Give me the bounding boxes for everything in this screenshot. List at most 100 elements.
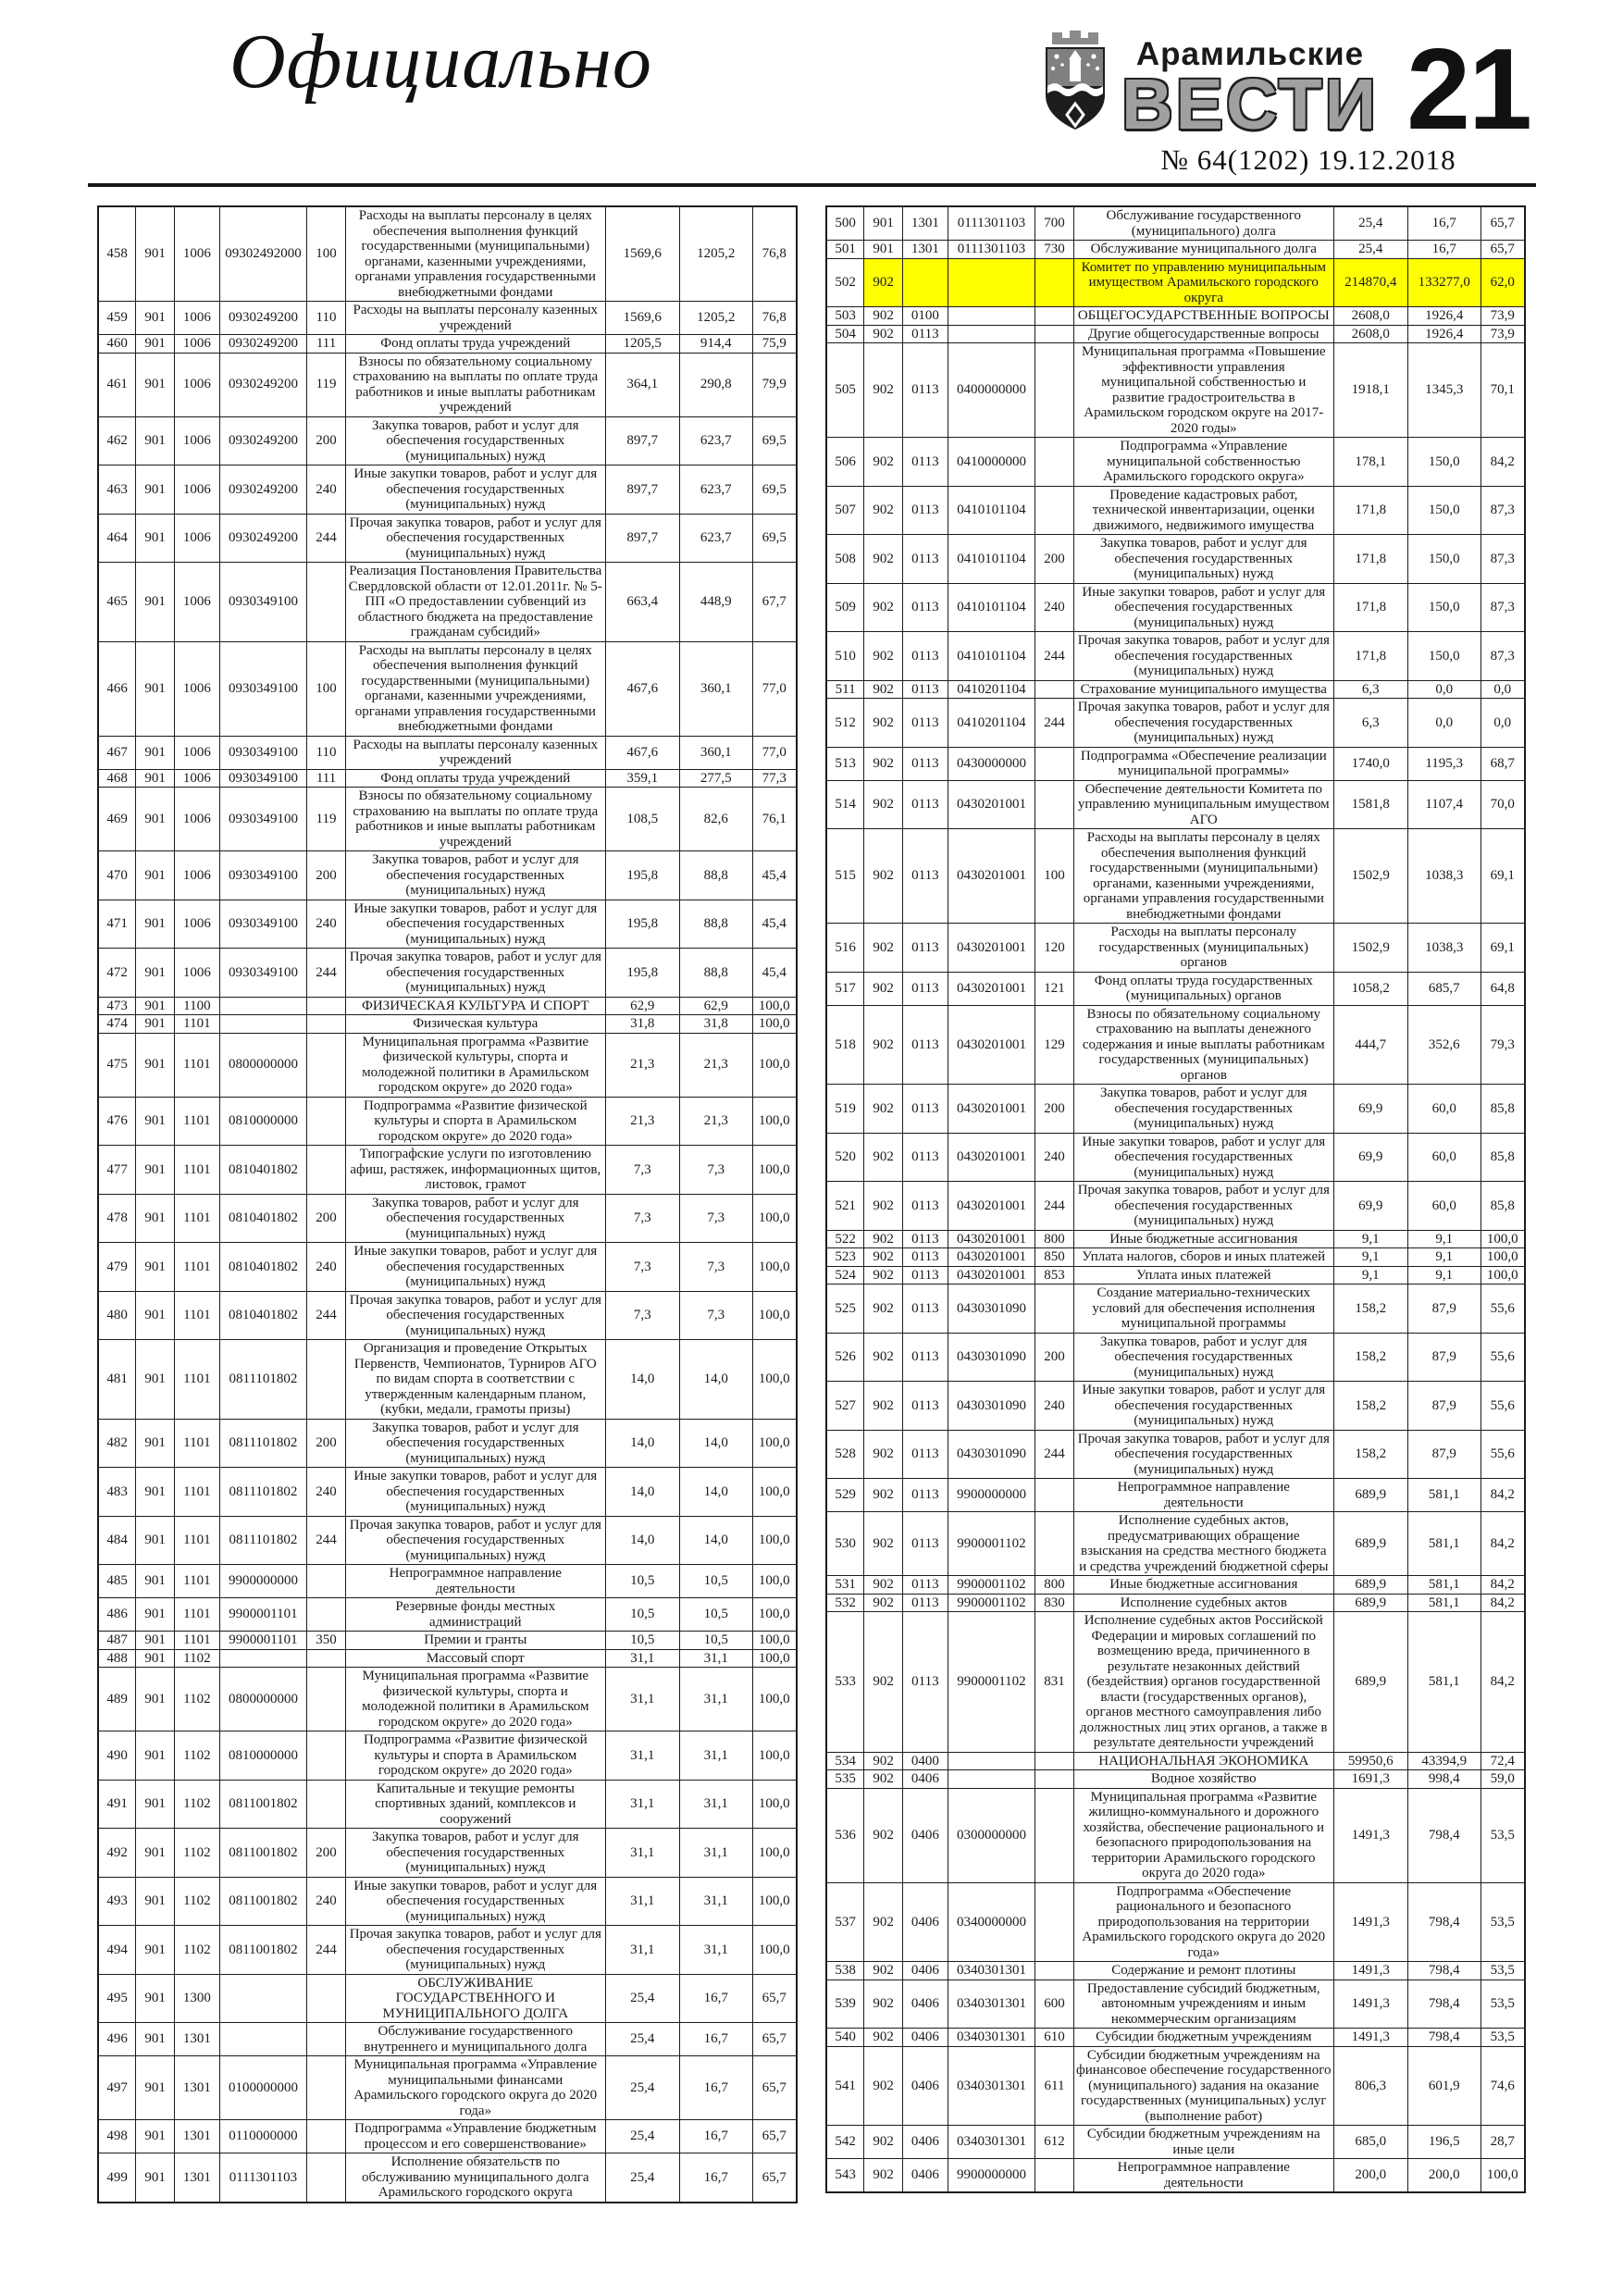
target-article-code: 0430301090 bbox=[947, 1381, 1036, 1431]
table-row: 529 902 0113 9900000000 Непрограммное направ… bbox=[825, 1478, 1526, 1512]
expense-name: Закупка товаров, работ и услуг для обесп… bbox=[344, 850, 606, 900]
expense-type-code bbox=[306, 1731, 346, 1781]
expense-type-code bbox=[1035, 2158, 1074, 2193]
executed-amount: 1926,4 bbox=[1406, 324, 1481, 343]
expense-name: ОБСЛУЖИВАНИЕ ГОСУДАРСТВЕННОГО И МУНИЦИПА… bbox=[344, 1973, 606, 2023]
expense-type-code: 800 bbox=[1035, 1229, 1074, 1248]
execution-percent: 55,6 bbox=[1480, 1332, 1526, 1382]
target-article-code: 0930249200 bbox=[218, 334, 308, 354]
grbs-code: 902 bbox=[863, 2045, 903, 2126]
row-number: 485 bbox=[97, 1564, 137, 1598]
target-article-code bbox=[218, 1014, 308, 1034]
table-row: 511 902 0113 0410201104 Страхование муниципа… bbox=[825, 679, 1526, 699]
expense-name: Муниципальная программа «Развитие физиче… bbox=[344, 1032, 606, 1098]
table-row: 521 902 0113 0430201001 244 Прочая закупка то… bbox=[825, 1181, 1526, 1231]
executed-amount: 14,0 bbox=[678, 1467, 753, 1517]
planned-amount: 14,0 bbox=[604, 1339, 680, 1420]
expense-type-code bbox=[306, 1667, 346, 1731]
expense-name: Исполнение обязательств по обслуживанию … bbox=[344, 2153, 606, 2203]
row-number: 491 bbox=[97, 1779, 137, 1829]
planned-amount: 1491,3 bbox=[1332, 2028, 1408, 2047]
grbs-code: 902 bbox=[863, 1381, 903, 1431]
execution-percent: 100,0 bbox=[751, 1828, 798, 1878]
target-article-code: 0410101104 bbox=[947, 582, 1036, 632]
planned-amount: 689,9 bbox=[1332, 1478, 1408, 1512]
planned-amount: 1491,3 bbox=[1332, 1961, 1408, 1980]
expense-name: Иные бюджетные ассигнования bbox=[1072, 1229, 1334, 1248]
planned-amount: 195,8 bbox=[604, 948, 680, 998]
table-row: 463 901 1006 0930249200 240 Иные закупки това… bbox=[97, 465, 798, 515]
executed-amount: 200,0 bbox=[1406, 2158, 1481, 2193]
execution-percent: 100,0 bbox=[1480, 1247, 1526, 1267]
expense-type-code: 200 bbox=[306, 1828, 346, 1878]
expense-name: Расходы на выплаты персоналу казенных уч… bbox=[344, 735, 606, 770]
planned-amount: 21,3 bbox=[604, 1096, 680, 1146]
row-number: 488 bbox=[97, 1648, 137, 1668]
executed-amount: 16,7 bbox=[678, 1973, 753, 2023]
expense-name: Исполнение судебных актов bbox=[1072, 1593, 1334, 1612]
target-article-code: 0430201001 bbox=[947, 1247, 1036, 1267]
expense-name: Обслуживание государственного внутреннег… bbox=[344, 2022, 606, 2056]
execution-percent: 85,8 bbox=[1480, 1084, 1526, 1134]
row-number: 538 bbox=[825, 1961, 865, 1980]
expense-name: Закупка товаров, работ и услуг для обесп… bbox=[344, 416, 606, 465]
planned-amount: 7,3 bbox=[604, 1193, 680, 1243]
expense-type-code: 120 bbox=[1035, 923, 1074, 973]
section-code: 1101 bbox=[173, 1467, 220, 1517]
expense-type-code bbox=[1035, 437, 1074, 487]
executed-amount: 798,4 bbox=[1406, 1787, 1481, 1883]
executed-amount: 21,3 bbox=[678, 1096, 753, 1146]
row-number: 477 bbox=[97, 1145, 137, 1195]
planned-amount: 1205,5 bbox=[604, 334, 680, 354]
executed-amount: 21,3 bbox=[678, 1032, 753, 1098]
section-code: 1301 bbox=[173, 2153, 220, 2203]
section-code: 1006 bbox=[173, 899, 220, 949]
row-number: 502 bbox=[825, 257, 865, 307]
table-row: 510 902 0113 0410101104 244 Прочая закупка то… bbox=[825, 631, 1526, 681]
section-code: 1101 bbox=[173, 1564, 220, 1598]
expense-type-code bbox=[306, 1597, 346, 1632]
row-number: 468 bbox=[97, 768, 137, 788]
section-code: 1006 bbox=[173, 850, 220, 900]
expense-type-code: 110 bbox=[306, 301, 346, 335]
execution-percent: 85,8 bbox=[1480, 1132, 1526, 1182]
expense-type-code bbox=[306, 562, 346, 642]
planned-amount: 444,7 bbox=[1332, 1004, 1408, 1085]
grbs-code: 902 bbox=[863, 1478, 903, 1512]
row-number: 518 bbox=[825, 1004, 865, 1085]
target-article-code: 0810000000 bbox=[218, 1731, 308, 1781]
execution-percent: 87,3 bbox=[1480, 534, 1526, 584]
budget-tables: 458 901 1006 09302492000 100 Расходы на выпла… bbox=[97, 205, 1623, 2203]
row-number: 521 bbox=[825, 1181, 865, 1231]
row-number: 512 bbox=[825, 698, 865, 748]
expense-name: Непрограммное направление деятельности bbox=[1072, 1478, 1334, 1512]
grbs-code: 901 bbox=[135, 562, 175, 642]
table-row: 530 902 0113 9900001102 Исполнение судебных … bbox=[825, 1511, 1526, 1576]
executed-amount: 1205,2 bbox=[678, 301, 753, 335]
executed-amount: 998,4 bbox=[1406, 1769, 1481, 1789]
table-row: 460 901 1006 0930249200 111 Фонд оплаты труда… bbox=[97, 334, 798, 354]
table-row: 522 902 0113 0430201001 800 Иные бюджетные ас… bbox=[825, 1229, 1526, 1248]
table-row: 523 902 0113 0430201001 850 Уплата налогов, с… bbox=[825, 1247, 1526, 1267]
row-number: 515 bbox=[825, 828, 865, 924]
grbs-code: 902 bbox=[863, 306, 903, 326]
planned-amount: 25,4 bbox=[604, 2055, 680, 2120]
planned-amount: 6,3 bbox=[1332, 679, 1408, 699]
section-code: 1101 bbox=[173, 1418, 220, 1468]
planned-amount: 25,4 bbox=[604, 2022, 680, 2056]
grbs-code: 901 bbox=[135, 1290, 175, 1340]
grbs-code: 902 bbox=[863, 324, 903, 343]
section-code: 1300 bbox=[173, 1973, 220, 2023]
table-row: 477 901 1101 0810401802 Типографские услуги … bbox=[97, 1145, 798, 1195]
page-header: Официально bbox=[0, 0, 1623, 183]
section-code: 0113 bbox=[901, 1611, 948, 1753]
section-code: 0113 bbox=[901, 1478, 948, 1512]
section-code: 1101 bbox=[173, 1339, 220, 1420]
section-code: 1301 bbox=[173, 2022, 220, 2056]
row-number: 526 bbox=[825, 1332, 865, 1382]
expense-type-code: 730 bbox=[1035, 240, 1074, 259]
execution-percent: 65,7 bbox=[751, 2153, 798, 2203]
planned-amount: 158,2 bbox=[1332, 1429, 1408, 1479]
executed-amount: 16,7 bbox=[678, 2153, 753, 2203]
target-article-code: 0430201001 bbox=[947, 923, 1036, 973]
